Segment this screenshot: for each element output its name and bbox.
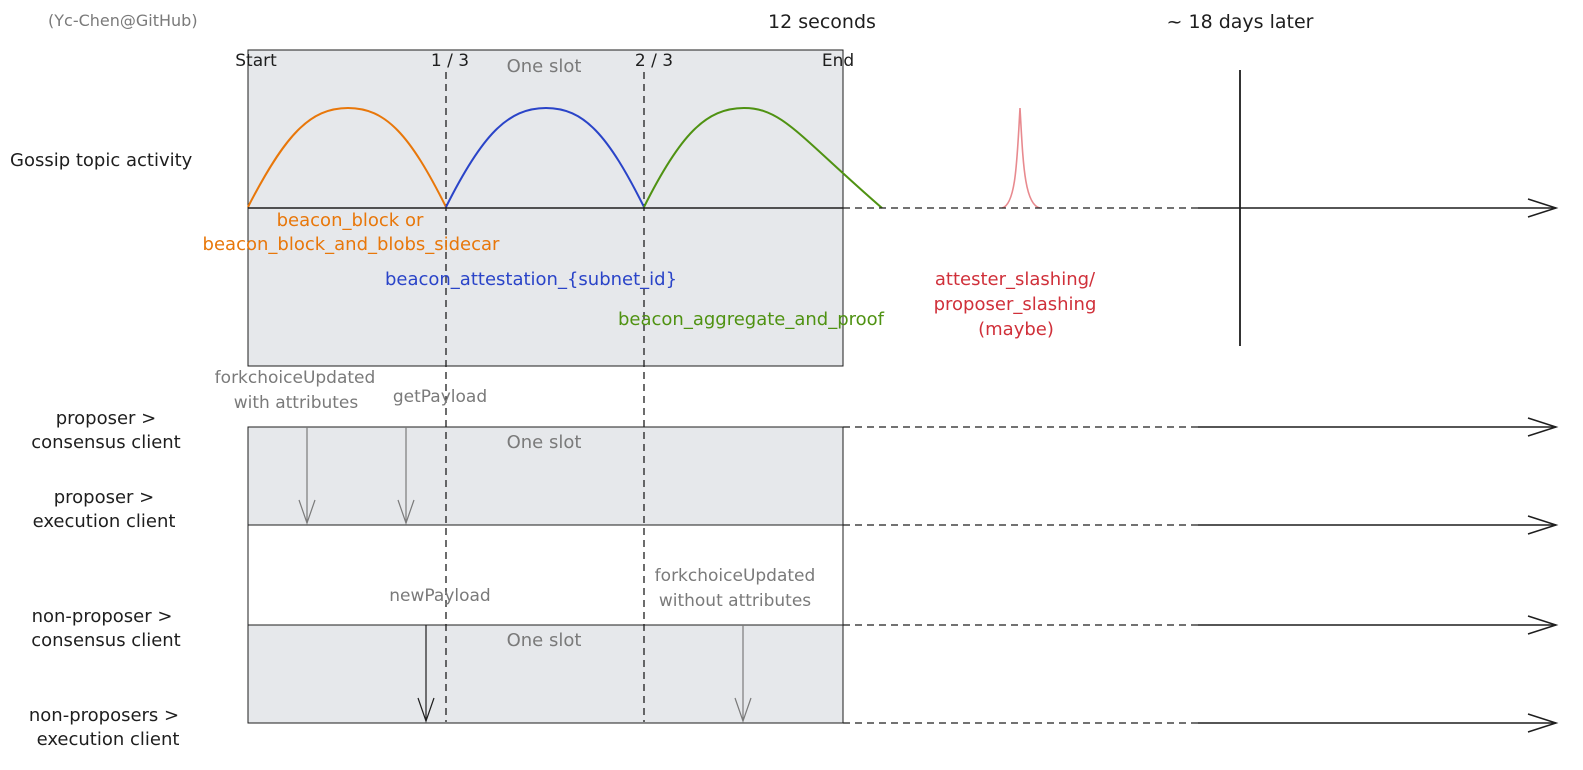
aggregate-activity-curve (643, 106, 883, 209)
nonproposer-cc-label-line2: consensus client (31, 630, 181, 651)
proposer-cc-label-line1: proposer > (55, 408, 157, 429)
proposer-ec-label-line2: execution client (32, 511, 176, 532)
nonproposer-slot-label: One slot (506, 630, 582, 651)
proposer-bridge-box (247, 524, 844, 626)
fcu-without-attributes-line1: forkchoiceUpdated (654, 566, 816, 586)
nonproposer-cc-arrowhead (1527, 615, 1559, 635)
fcu-with-attributes-arrowhead (298, 499, 316, 525)
nonproposer-ec-label-line2: execution client (36, 729, 180, 750)
attestation-topic: beacon_attestation_{subnet_id} (384, 269, 678, 290)
new-payload-label: newPayload (389, 586, 491, 606)
block-topic-line2: beacon_block_and_blobs_sidecar (202, 234, 500, 255)
gossip-slot-label: One slot (506, 56, 582, 77)
gossip-row-label: Gossip topic activity (10, 150, 193, 171)
aggregate-topic: beacon_aggregate_and_proof (617, 309, 885, 330)
nonproposer-cc-label-line1: non-proposer > (31, 606, 173, 627)
attestation-activity-curve (445, 106, 645, 208)
slot-one-third-label: 1 / 3 (430, 51, 470, 71)
slot-two-thirds-label: 2 / 3 (634, 51, 674, 71)
later-label: ~ 18 days later (1166, 11, 1314, 33)
slashing-topic-line3: (maybe) (978, 319, 1054, 340)
block-activity-curve (247, 106, 447, 208)
slashing-topic-line2: proposer_slashing (933, 294, 1097, 315)
slashing-spike (1001, 107, 1041, 209)
slot-start-label: Start (235, 51, 277, 71)
fcu-with-attributes-line1: forkchoiceUpdated (214, 368, 376, 388)
proposer-ec-label-line1: proposer > (53, 487, 155, 508)
proposer-slot-label: One slot (506, 432, 582, 453)
slot-end-label: End (821, 51, 855, 71)
new-payload-arrowhead (417, 697, 435, 723)
duration-label: 12 seconds (768, 11, 876, 33)
slashing-topic-line1: attester_slashing/ (934, 269, 1096, 290)
nonproposer-ec-label-line1: non-proposers > (28, 705, 180, 726)
nonproposer-ec-arrowhead (1527, 713, 1559, 733)
fcu-without-attributes-line2: without attributes (658, 591, 812, 611)
get-payload-arrowhead (397, 499, 415, 525)
credit-label: (Yc-Chen@GitHub) (48, 11, 198, 30)
fcu-with-attributes-line2: with attributes (233, 393, 359, 413)
proposer-ec-arrowhead (1527, 515, 1559, 535)
proposer-cc-arrowhead (1527, 417, 1559, 437)
block-topic-line1: beacon_block or (276, 210, 424, 231)
get-payload-label: getPayload (392, 387, 488, 407)
proposer-slot-panel (247, 426, 844, 526)
gossip-arrowhead (1527, 198, 1559, 218)
fcu-without-attributes-arrowhead (734, 697, 752, 723)
proposer-cc-label-line2: consensus client (31, 432, 181, 453)
